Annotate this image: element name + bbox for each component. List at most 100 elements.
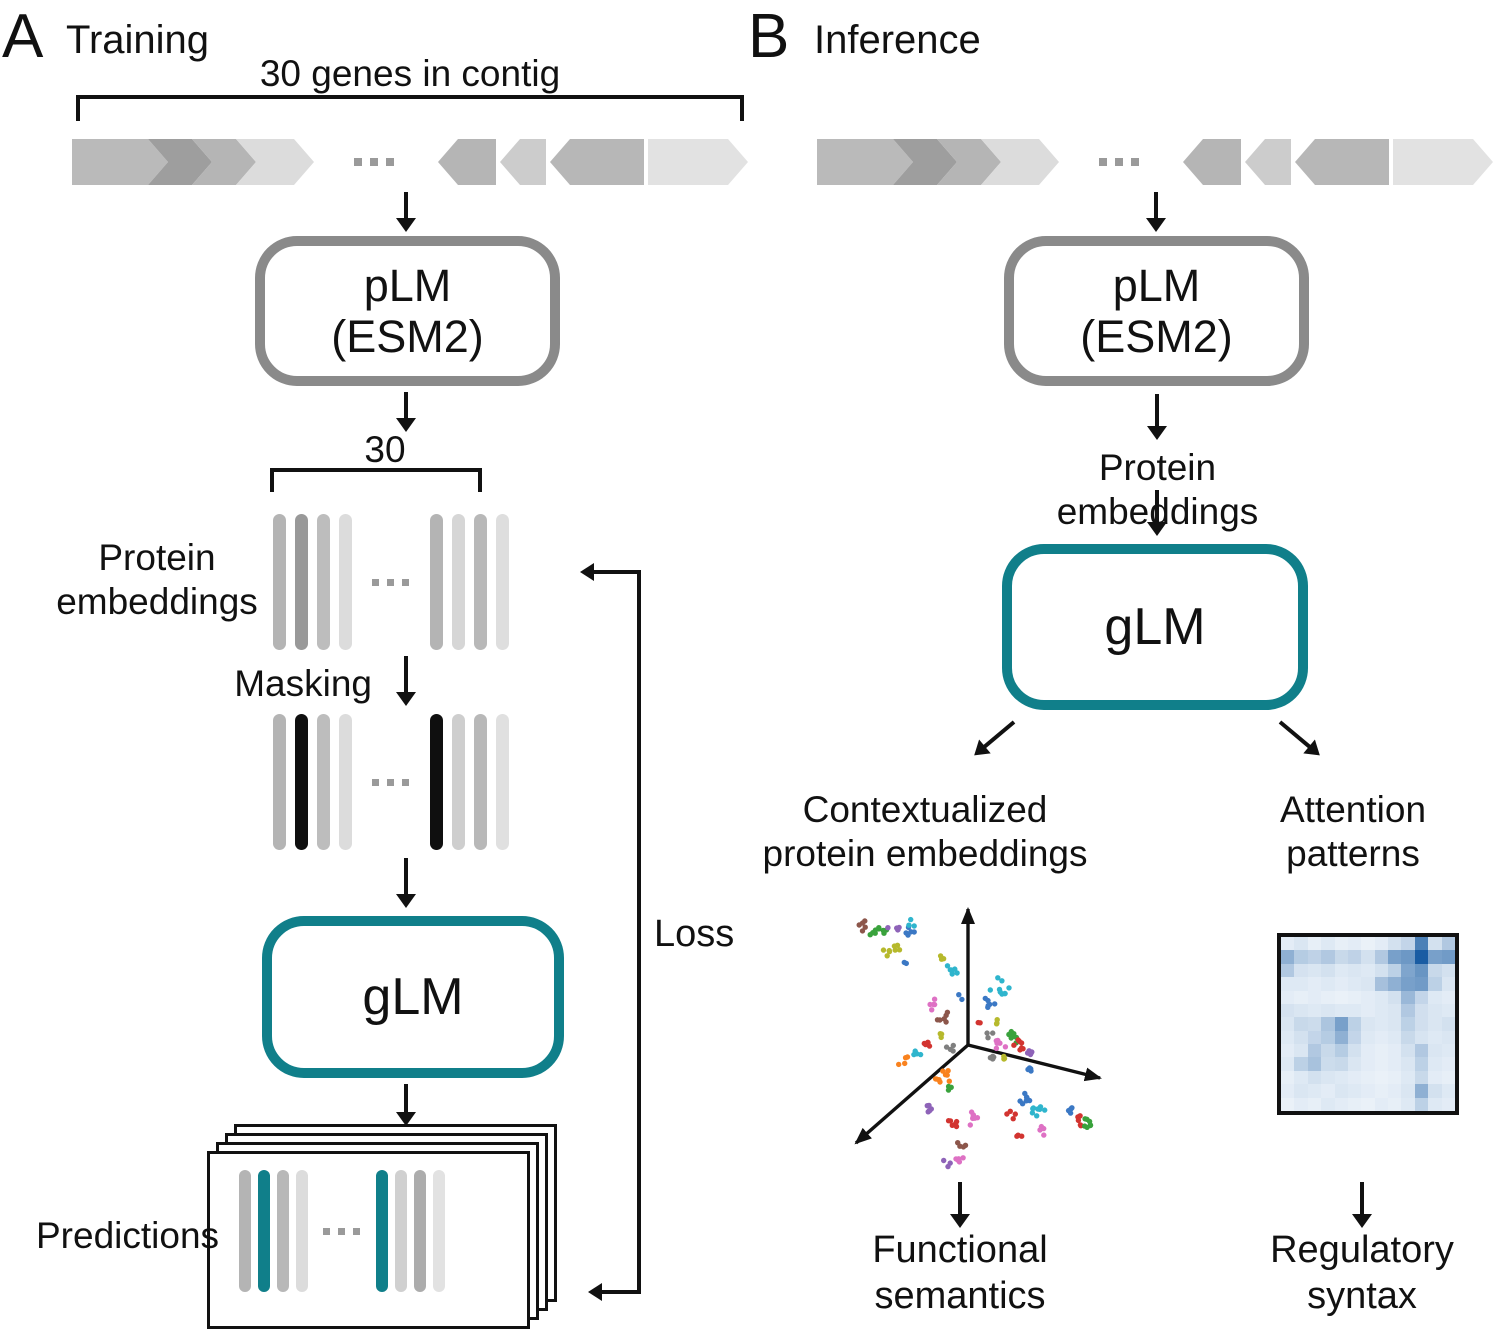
scatter-point	[960, 1144, 967, 1150]
attention-cell	[1334, 1070, 1348, 1085]
scatter-point	[924, 1103, 930, 1109]
scatter-point	[911, 1051, 917, 1058]
attention-cell	[1294, 1044, 1308, 1058]
attention-cell	[1281, 937, 1295, 951]
scatter-point	[881, 930, 887, 936]
attention-cell	[1388, 1044, 1402, 1058]
attention-cell	[1281, 1057, 1295, 1071]
embedding-bracket	[270, 468, 482, 492]
attention-cell	[1374, 1070, 1389, 1085]
masked-embedding-bar	[338, 714, 352, 850]
scatter-point	[993, 1021, 1000, 1027]
scatter-point	[947, 1160, 953, 1166]
attention-cell	[1441, 1030, 1455, 1045]
gene-arrow-left	[500, 139, 546, 185]
attention-cell	[1401, 977, 1415, 991]
attention-cell	[1374, 1003, 1389, 1018]
scatter-point	[1017, 1047, 1023, 1053]
panel-a-title: Training	[66, 18, 210, 62]
glm-box-inference: gLM	[1002, 544, 1308, 710]
attention-cell	[1441, 950, 1455, 964]
ellipsis-dot	[372, 578, 379, 586]
masked-embedding-bar	[451, 714, 465, 850]
attention-cell	[1334, 1030, 1348, 1045]
attention-cell	[1294, 937, 1308, 951]
scatter-point	[1041, 1132, 1047, 1138]
attention-cell	[1374, 1084, 1389, 1098]
ellipsis-dot	[372, 778, 379, 786]
attention-cell	[1347, 963, 1362, 978]
attention-cell	[1307, 1097, 1322, 1111]
scatter-point	[891, 943, 898, 949]
attention-cell	[1441, 937, 1455, 951]
attention-cell	[1281, 1017, 1295, 1031]
attention-cell	[1334, 1097, 1348, 1111]
scatter-point	[862, 924, 868, 930]
regulatory-syntax-label: Regulatory syntax	[1270, 1229, 1454, 1317]
scatter-point	[911, 923, 917, 929]
attention-cell	[1414, 1070, 1429, 1085]
scatter-point	[1018, 1040, 1025, 1046]
protein-embeddings-label: Protein embeddings	[56, 537, 258, 622]
masked-embedding-bar	[272, 714, 286, 850]
scatter-point	[1030, 1106, 1036, 1112]
attention-cell	[1334, 1057, 1348, 1071]
scatter-point	[950, 1048, 956, 1054]
glm-box-label: gLM	[1104, 598, 1206, 656]
contig-bracket	[76, 95, 744, 121]
scatter-point	[992, 1001, 998, 1007]
attention-cell	[1294, 1003, 1308, 1018]
scatter-point	[1004, 1111, 1010, 1117]
scatter-point	[950, 1042, 956, 1049]
attention-cell	[1441, 1003, 1455, 1018]
attention-cell	[1321, 963, 1335, 978]
attention-cell	[1388, 990, 1402, 1004]
attention-cell	[1334, 950, 1348, 964]
attention-cell	[1334, 937, 1348, 951]
attention-cell	[1414, 1044, 1429, 1058]
embedding-count-label: 30	[364, 429, 406, 470]
attention-cell	[1307, 937, 1322, 951]
gene-contig-row-inference	[817, 139, 1493, 185]
attention-cell	[1321, 977, 1335, 991]
scatter-point	[1011, 1042, 1017, 1048]
attention-cell	[1334, 1084, 1348, 1098]
loss-label: Loss	[654, 913, 735, 955]
attention-cell	[1347, 1084, 1362, 1098]
attention-cell	[1307, 990, 1322, 1004]
attention-cell	[1414, 977, 1429, 991]
scatter-point	[872, 927, 879, 933]
scatter-point	[960, 1155, 966, 1161]
scatter-point	[945, 1068, 951, 1074]
prediction-bar	[276, 1170, 289, 1292]
attention-cell	[1281, 950, 1295, 964]
attention-cell	[1388, 1017, 1402, 1031]
attention-cell	[1334, 990, 1348, 1004]
contig-count-label: 30 genes in contig	[259, 53, 561, 94]
scatter-point	[859, 928, 866, 934]
ellipsis-dot	[1131, 158, 1139, 166]
scatter-point	[948, 1084, 954, 1090]
ellipsis-dot	[353, 1227, 360, 1235]
attention-cell	[1321, 950, 1335, 964]
scatter-point	[943, 1019, 949, 1025]
scatter-point	[987, 987, 993, 993]
scatter-point	[892, 947, 898, 953]
attention-cell	[1307, 1084, 1322, 1098]
prediction-bar	[238, 1170, 251, 1292]
attention-cell	[1321, 990, 1335, 1004]
ellipsis-dot	[370, 158, 378, 166]
attention-cell	[1334, 963, 1348, 978]
attention-cell	[1428, 990, 1442, 1004]
glm-box-label: gLM	[362, 968, 464, 1026]
attention-cell	[1334, 1003, 1348, 1018]
glm-box-training: gLM	[262, 916, 564, 1078]
attention-cell	[1347, 1030, 1362, 1045]
attention-cell	[1321, 1030, 1335, 1045]
attention-cell	[1374, 977, 1389, 991]
attention-cell	[1307, 950, 1322, 964]
attention-cell	[1361, 1084, 1375, 1098]
scatter-point	[1014, 1133, 1020, 1139]
scatter-point	[926, 1108, 932, 1114]
scatter-point	[1010, 1033, 1017, 1039]
